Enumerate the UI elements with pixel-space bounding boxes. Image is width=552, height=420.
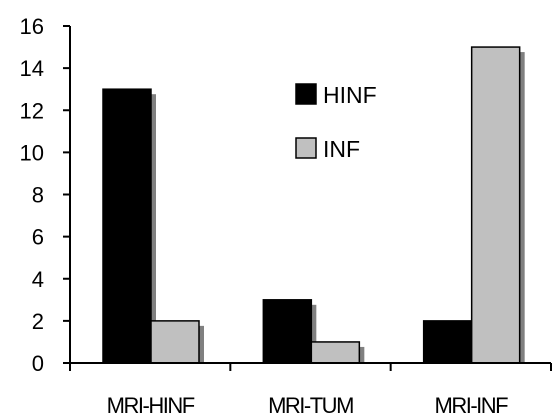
- y-tick-label: 8: [32, 183, 44, 208]
- y-tick-label: 10: [20, 140, 44, 165]
- bar-hinf-mri-inf: [422, 320, 473, 364]
- y-tick-labels: 0 2 4 6 8 10 12 14 16: [20, 14, 44, 376]
- y-axis: [63, 25, 71, 364]
- y-tick-label: 6: [32, 225, 44, 250]
- x-tick-label: MRI-INF: [435, 393, 509, 418]
- legend-label-inf: INF: [323, 136, 360, 162]
- y-tick-label: 12: [20, 98, 44, 123]
- bar-inf-mri-inf: [470, 46, 521, 364]
- x-axis: [69, 362, 552, 371]
- legend-label-hinf: HINF: [323, 82, 377, 108]
- x-tick-label: MRI-TUM: [268, 393, 353, 418]
- bar-hinf-mri-tum: [262, 299, 313, 364]
- x-tick-label: MRI-HINF: [107, 393, 195, 418]
- y-tick-label: 14: [20, 56, 44, 81]
- y-tick-label: 0: [32, 351, 44, 376]
- bar-inf-mri-tum: [310, 341, 361, 364]
- bars: [102, 46, 521, 364]
- bar-inf-mri-hinf: [150, 320, 200, 364]
- x-tick-labels: MRI-HINF MRI-TUM MRI-INF: [107, 393, 510, 418]
- legend-swatch-inf: [295, 137, 317, 159]
- y-tick-label: 2: [32, 309, 44, 334]
- legend-swatch-hinf: [295, 83, 317, 105]
- legend: HINF INF: [295, 82, 377, 162]
- y-tick-label: 4: [32, 267, 44, 292]
- y-tick-label: 16: [20, 14, 44, 39]
- bar-hinf-mri-hinf: [102, 88, 152, 364]
